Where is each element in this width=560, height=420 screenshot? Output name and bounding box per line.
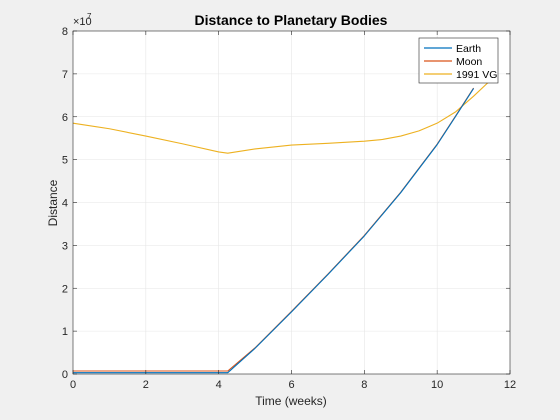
y-tick-label: 6 bbox=[62, 112, 68, 124]
y-tick-label: 1 bbox=[62, 326, 68, 338]
legend-label-1991vg: 1991 VG bbox=[456, 69, 497, 81]
x-tick-label: 10 bbox=[431, 379, 443, 391]
x-tick-label: 12 bbox=[504, 379, 516, 391]
y-tick-label: 3 bbox=[62, 240, 68, 252]
series-layer bbox=[72, 78, 493, 374]
x-tick-label: 4 bbox=[216, 379, 222, 391]
x-tick-label: 8 bbox=[361, 379, 367, 391]
x-tick-label: 0 bbox=[70, 379, 76, 391]
y-exponent-base: ×10 bbox=[73, 16, 92, 28]
series-line-1991-vg bbox=[72, 78, 493, 154]
legend-label-earth: Earth bbox=[456, 43, 481, 55]
y-axis-label: Distance bbox=[46, 179, 60, 226]
y-exponent-label: ×10 7 bbox=[73, 12, 92, 28]
legend-label-moon: Moon bbox=[456, 56, 482, 68]
tick-marks bbox=[72, 30, 511, 375]
x-tick-label: 2 bbox=[143, 379, 149, 391]
legend: Earth Moon 1991 VG bbox=[418, 37, 499, 84]
y-tick-label: 8 bbox=[62, 26, 68, 38]
grid-lines bbox=[73, 31, 510, 374]
x-axis-label: Time (weeks) bbox=[255, 394, 327, 408]
y-tick-label: 7 bbox=[62, 69, 68, 81]
y-tick-label: 4 bbox=[62, 198, 68, 210]
series-line-earth bbox=[73, 88, 475, 374]
y-exponent-power: 7 bbox=[87, 12, 92, 21]
y-tick-label: 0 bbox=[62, 369, 68, 381]
x-tick-label: 6 bbox=[288, 379, 294, 391]
y-tick-label: 5 bbox=[62, 155, 68, 167]
chart-title: Distance to Planetary Bodies bbox=[195, 12, 388, 28]
y-tick-label: 2 bbox=[62, 283, 68, 295]
